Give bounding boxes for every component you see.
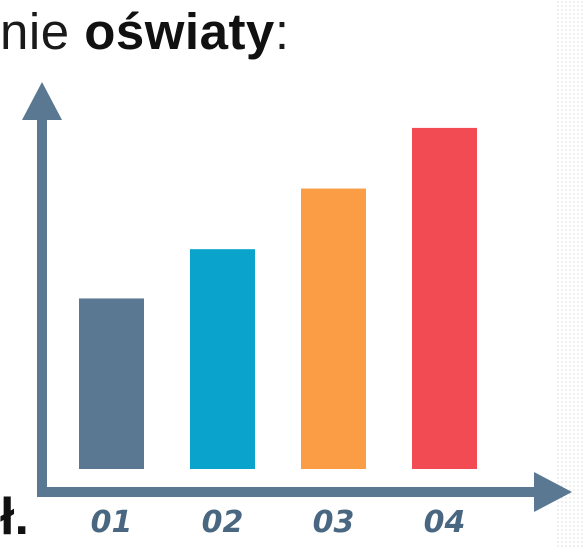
x-tick-label-04: 04 <box>424 505 466 540</box>
heading-bold-word: oświaty <box>84 3 275 60</box>
decorative-dot-pattern <box>556 0 584 549</box>
chart-axes <box>22 82 572 512</box>
slide-heading: nie oświaty: <box>0 0 289 67</box>
chart-tick-labels: 01 02 03 04 <box>91 505 466 540</box>
x-tick-label-02: 02 <box>202 505 244 540</box>
bar-01 <box>79 298 144 469</box>
x-tick-label-03: 03 <box>313 505 355 540</box>
bar-04 <box>412 127 477 470</box>
y-axis-arrowhead <box>22 82 62 120</box>
x-tick-label-01: 01 <box>91 505 133 540</box>
chart-bars <box>79 127 477 470</box>
heading-suffix: : <box>274 3 290 60</box>
cut-off-text-fragment: ł. <box>0 488 29 546</box>
bar-03 <box>301 188 366 470</box>
x-axis-arrowhead <box>534 472 572 512</box>
heading-prefix: nie <box>0 3 85 60</box>
bar-02 <box>190 249 255 469</box>
